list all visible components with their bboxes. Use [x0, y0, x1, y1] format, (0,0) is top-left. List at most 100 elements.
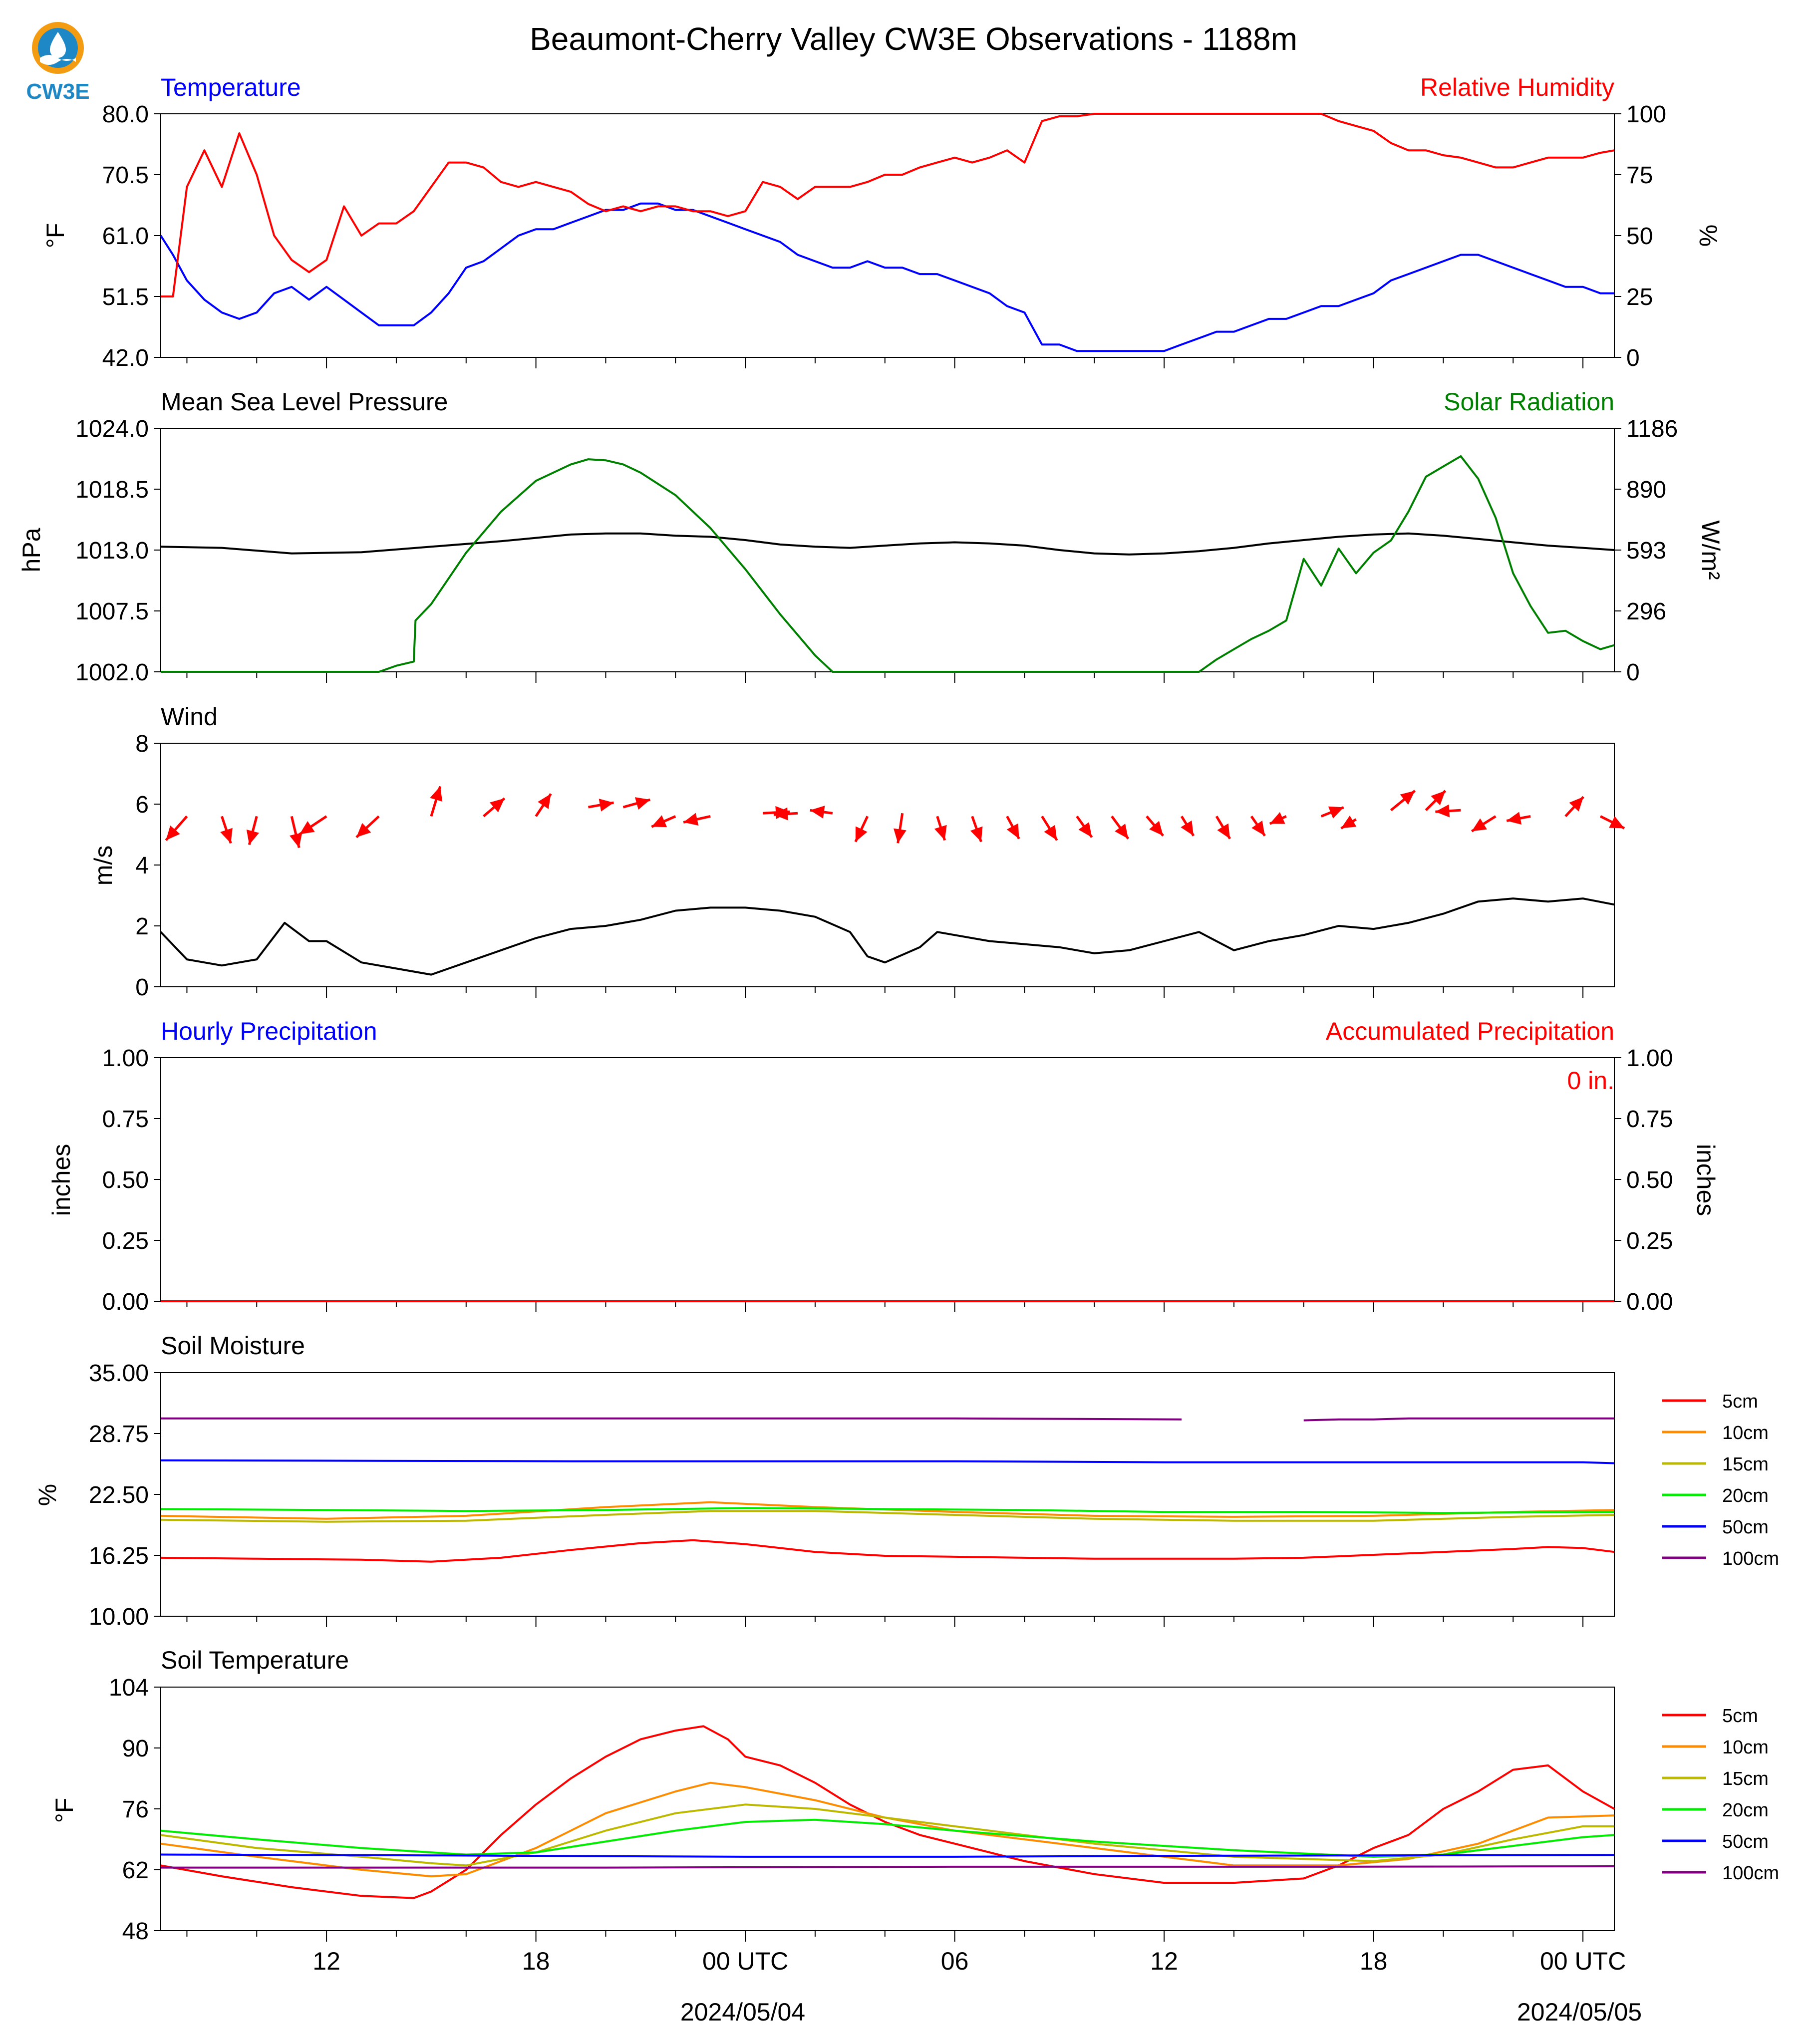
y-tick-label-hourly-precipitation: 1.00 [102, 1045, 149, 1072]
y-axis-label-humidity: % [1694, 225, 1722, 247]
wind-vector-head [1472, 818, 1487, 832]
date-label-day2: 2024/05/05 [1517, 1998, 1642, 2026]
wind-vector-head [1251, 820, 1265, 836]
series-line-wind-wind-speed [160, 897, 1615, 976]
wind-vector-head [220, 828, 233, 844]
y-axis-label-wind: m/s [89, 846, 117, 886]
panel-pressure: Mean Sea Level Pressure Solar Radiation … [17, 388, 1725, 580]
panel-title-soil-temperature: Soil Temperature [161, 1646, 349, 1674]
y-tick-label-temperature: 51.5 [102, 284, 149, 310]
y-axis-label-pressure: hPa [17, 528, 45, 572]
wind-vector-head [1328, 806, 1344, 819]
y-tick-label-soil-moisture: 10.00 [89, 1604, 149, 1630]
wind-vector-head [300, 821, 315, 835]
chart-marks: 42.051.561.070.580.002550751001002.01007… [75, 101, 1779, 1975]
wind-vector-head [855, 826, 868, 842]
y-tick-label-hourly-precipitation: 0.50 [102, 1167, 149, 1193]
y-axis-label-soil-temperature: °F [50, 1798, 78, 1823]
panel-title-relative-humidity: Relative Humidity [1420, 73, 1614, 101]
wind-vector-head [934, 825, 947, 841]
y-tick-label-temperature: 42.0 [102, 345, 149, 371]
y-tick-label-soil-temperature: 76 [122, 1796, 149, 1823]
y-tick-label-hourly-precipitation: 0.25 [102, 1228, 149, 1254]
wind-vector-head [683, 813, 699, 826]
y-tick-label-mean-sea-level-pressure: 1007.5 [75, 598, 149, 625]
series-line-soil-moisture-100cm [161, 1417, 1614, 1422]
wind-vector-head [599, 799, 614, 812]
y-tick-label-wind: 4 [135, 853, 149, 879]
logo-text: CW3E [26, 79, 89, 104]
y-tick-label-wind: 8 [135, 731, 149, 757]
y-tick-label-right-mean-sea-level-pressure: 890 [1626, 477, 1666, 503]
legend-label-soil-temperature-100cm: 100cm [1722, 1863, 1779, 1884]
panel-title-hourly-precip: Hourly Precipitation [161, 1017, 377, 1045]
series-line-soil-moisture-15cm [160, 1510, 1615, 1523]
legend-label-soil-temperature-5cm: 5cm [1722, 1706, 1758, 1727]
y-tick-label-right-hourly-precipitation: 0.75 [1626, 1106, 1673, 1133]
series-line-soil-temperature-100cm [161, 1865, 1615, 1869]
panel-title-accum-precip: Accumulated Precipitation [1326, 1017, 1614, 1045]
y-axis-label-temperature: °F [41, 223, 69, 249]
wind-vector-head [1431, 791, 1446, 806]
series-line-soil-moisture-20cm [160, 1507, 1615, 1514]
wind-vector-head [1006, 823, 1019, 839]
wind-vector-head [1115, 824, 1129, 839]
y-tick-label-mean-sea-level-pressure: 1013.0 [75, 538, 149, 564]
wind-vector-head [290, 833, 303, 848]
y-tick-label-soil-temperature: 48 [122, 1918, 149, 1945]
wind-vector-head [773, 807, 788, 821]
legend-label-soil-temperature-15cm: 15cm [1722, 1768, 1769, 1789]
wind-vector-head [1044, 825, 1057, 841]
y-tick-label-hourly-precipitation: 0.00 [102, 1289, 149, 1315]
date-label-day1: 2024/05/04 [680, 1998, 805, 2026]
y-tick-label-right-hourly-precipitation: 1.00 [1626, 1045, 1673, 1072]
wind-vector-head [1609, 816, 1625, 829]
series-line-temperature-temperature [160, 202, 1614, 352]
panel-soil-temperature: Soil Temperature °F [50, 1646, 349, 1823]
wind-vector-head [490, 798, 505, 813]
wind-vector-head [1400, 791, 1415, 805]
y-tick-label-right-mean-sea-level-pressure: 1186 [1626, 416, 1678, 442]
y-tick-label-soil-moisture: 16.25 [89, 1543, 149, 1569]
series-line-soil-moisture-50cm [160, 1459, 1615, 1464]
series-line-soil-temperature-50cm [160, 1853, 1615, 1858]
y-tick-label-mean-sea-level-pressure: 1002.0 [75, 659, 149, 686]
series-line-soil-temperature-10cm [160, 1781, 1615, 1878]
wind-vector-head [538, 794, 551, 809]
wind-vector-head [810, 806, 825, 819]
y-tick-label-right-temperature: 75 [1626, 162, 1653, 189]
series-line-soil-moisture-5cm [160, 1539, 1615, 1563]
legend-label-soil-temperature-20cm: 20cm [1722, 1800, 1769, 1821]
x-tick-label: 06 [941, 1947, 969, 1975]
x-tick-label: 00 UTC [1540, 1947, 1626, 1975]
wind-vector-head [634, 797, 650, 810]
x-tick-label: 18 [522, 1947, 550, 1975]
y-tick-label-right-mean-sea-level-pressure: 296 [1626, 598, 1666, 625]
wind-vector-head [1507, 812, 1522, 825]
y-tick-label-right-hourly-precipitation: 0.25 [1626, 1228, 1673, 1254]
legend-label-soil-temperature-50cm: 50cm [1722, 1831, 1769, 1852]
wind-vector-head [1078, 822, 1092, 838]
y-tick-label-soil-moisture: 22.50 [89, 1482, 149, 1508]
legend-label-soil-moisture-5cm: 5cm [1722, 1391, 1758, 1412]
series-line-soil-temperature-5cm [160, 1725, 1615, 1899]
y-tick-label-temperature: 61.0 [102, 223, 149, 250]
wind-vector-head [430, 786, 443, 802]
y-tick-label-soil-temperature: 62 [122, 1857, 149, 1884]
y-axis-label-soil-moisture: % [33, 1484, 61, 1506]
y-tick-label-right-mean-sea-level-pressure: 0 [1626, 659, 1640, 686]
y-tick-label-mean-sea-level-pressure: 1018.5 [75, 477, 149, 503]
y-axis-label-precip: inches [47, 1144, 75, 1216]
y-tick-label-right-temperature: 100 [1626, 101, 1666, 128]
x-tick-label: 18 [1360, 1947, 1388, 1975]
wind-vector-head [1269, 812, 1285, 824]
series-line-mean-sea-level-pressure-mean-sea-level-pressure [160, 532, 1615, 556]
wind-vector-head [246, 830, 259, 845]
wind-vector-head [1181, 820, 1194, 836]
y-tick-label-wind: 6 [135, 792, 149, 818]
legend-label-soil-moisture-10cm: 10cm [1722, 1423, 1769, 1444]
wind-vector-head [894, 828, 907, 844]
x-tick-label: 12 [1150, 1947, 1178, 1975]
y-tick-label-temperature: 80.0 [102, 101, 149, 128]
